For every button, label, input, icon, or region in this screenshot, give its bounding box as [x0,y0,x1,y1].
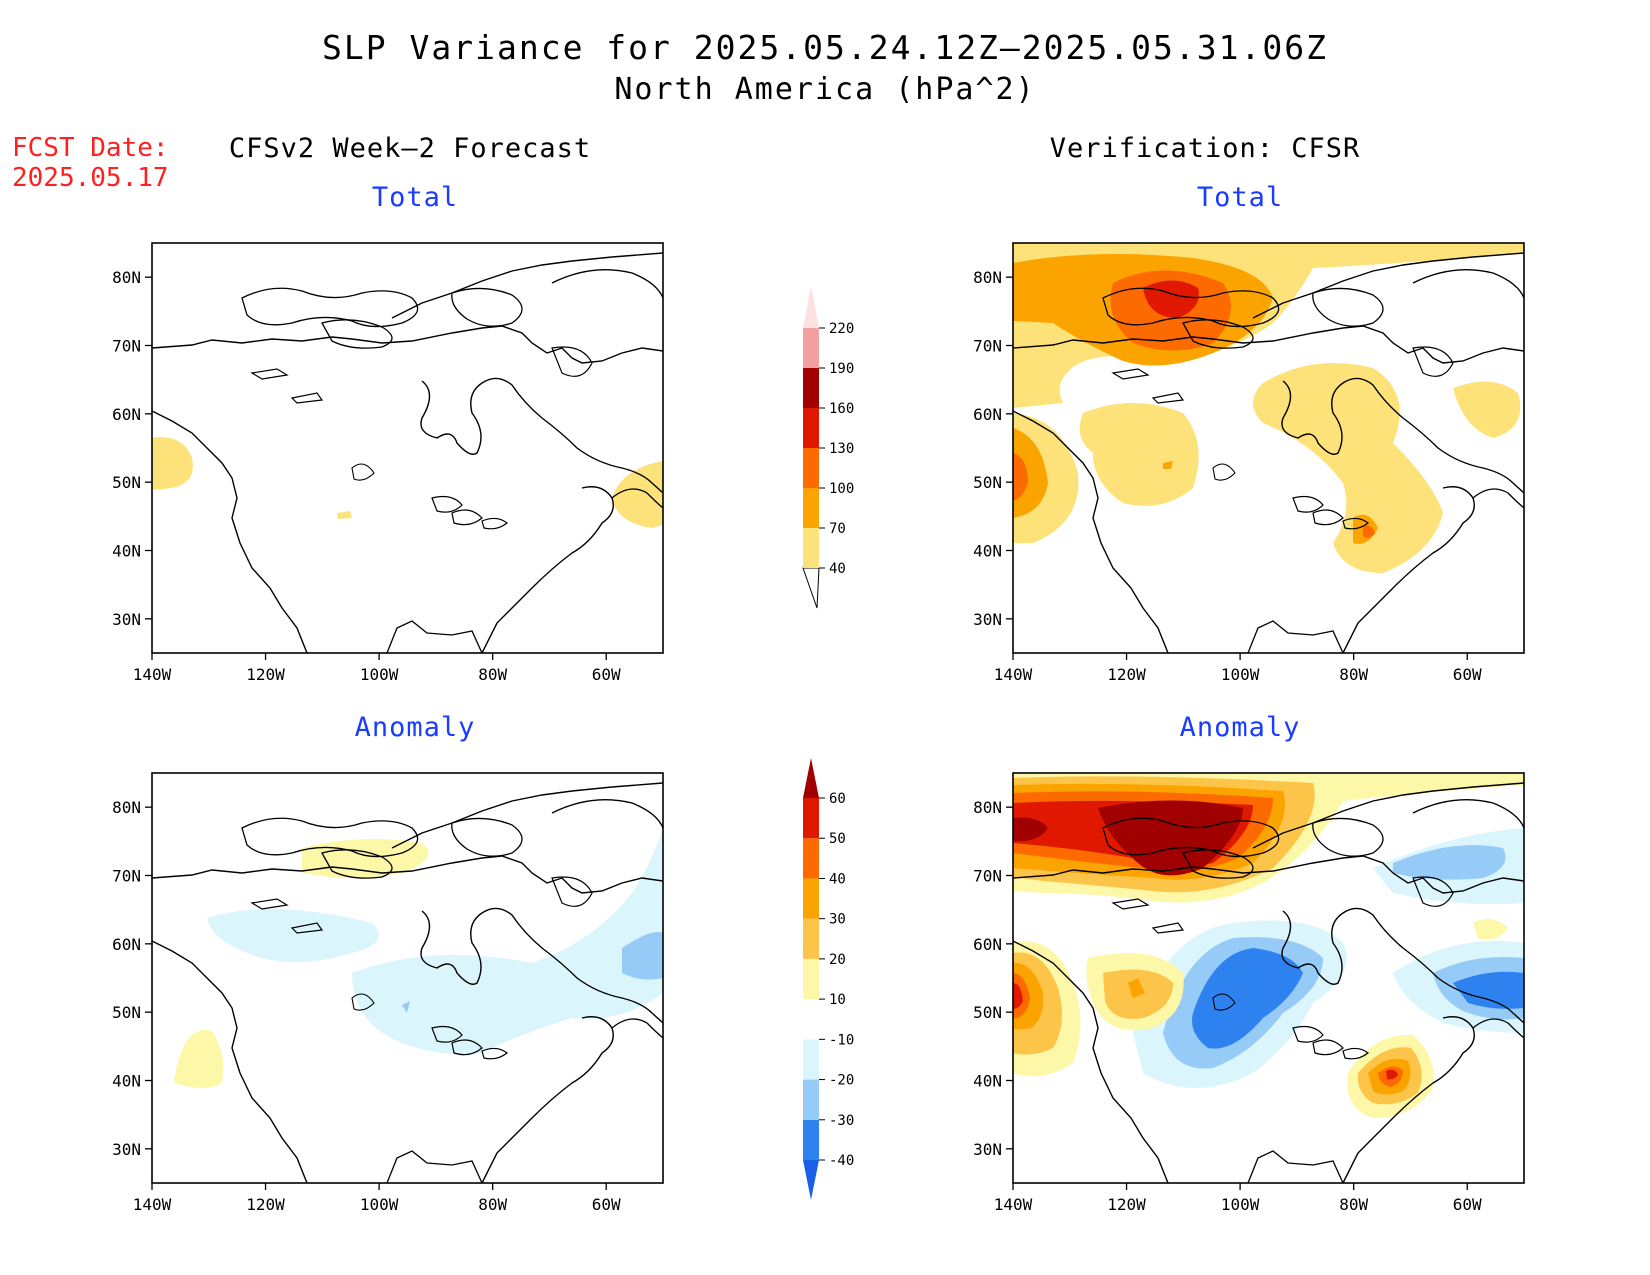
forecast-total-label: Total [371,182,459,213]
lon-tick-label: 120W [1107,665,1146,684]
lon-tick-label: 60W [592,665,621,684]
total-colorbar-band [803,328,819,368]
anomaly-colorbar-band [803,878,819,919]
lat-tick-label: 30N [112,1140,141,1159]
axes-layer: 80N 70N 60N 50N 40N 30N 140W 120W 100W 80W 60W 80N 7… [112,268,1482,1214]
verification-anomaly-map [1012,772,1525,1184]
verification-total-label: Total [1196,182,1284,213]
lat-tick-label: 80N [112,268,141,287]
forecast-total-map [151,242,664,654]
anomaly-colorbar-band [803,798,819,839]
lon-tick-label: 80W [1339,665,1368,684]
total-colorbar-band [803,368,819,408]
lat-tick-label: 60N [112,935,141,954]
fcst-date-block: FCST Date: 2025.05.17 [12,133,169,193]
lon-tick-label: 60W [1453,1195,1482,1214]
verification-total-map [1012,242,1525,654]
anomaly-colorbar-band [803,1079,819,1120]
forecast-anomaly-label: Anomaly [354,712,476,743]
lat-tick-label: 40N [973,542,1002,561]
lon-tick-label: 100W [360,1195,399,1214]
lon-tick-label: 80W [1339,1195,1368,1214]
total-colorbar-high-extension [803,286,819,328]
anomaly-colorbar-label: -10 [829,1032,854,1048]
lon-tick-label: 100W [1221,665,1260,684]
lat-tick-label: 80N [973,798,1002,817]
anomaly-colorbar: -40 -30 -20 -10 10 20 30 40 50 60 [803,758,854,1200]
lat-tick-label: 40N [973,1072,1002,1091]
anomaly-colorbar-label: -30 [829,1113,854,1129]
anomaly-colorbar-label: -20 [829,1073,854,1089]
anomaly-colorbar-band [803,838,819,879]
lon-tick-label: 140W [133,1195,172,1214]
anomaly-colorbar-label: 20 [829,952,846,968]
anomaly-colorbar-label: 30 [829,912,846,928]
lat-tick-label: 50N [112,1003,141,1022]
lon-tick-label: 80W [478,1195,507,1214]
anomaly-colorbar-label: 60 [829,791,846,807]
forecast-anomaly-map [151,772,664,1184]
anomaly-colorbar-label: 10 [829,992,846,1008]
anomaly-colorbar-low-extension [803,1160,819,1200]
total-colorbar-label: 70 [829,521,846,537]
anomaly-colorbar-label: -40 [829,1153,854,1169]
total-colorbar-label: 100 [829,481,854,497]
lon-tick-label: 100W [360,665,399,684]
lon-tick-label: 120W [246,1195,285,1214]
lat-tick-label: 50N [112,473,141,492]
verification-anomaly-label: Anomaly [1179,712,1301,743]
total-colorbar-label: 220 [829,321,854,337]
lon-tick-label: 100W [1221,1195,1260,1214]
anomaly-colorbar-band [803,918,819,959]
forecast-column-heading: CFSv2 Week–2 Forecast [228,133,592,164]
total-colorbar-label: 40 [829,561,846,577]
anomaly-colorbar-band [803,999,819,1040]
anomaly-colorbar-label: 50 [829,831,846,847]
lon-tick-label: 140W [994,1195,1033,1214]
total-colorbar-label: 160 [829,401,854,417]
anomaly-colorbar-high-extension [803,758,819,798]
lat-tick-label: 70N [112,867,141,886]
lat-tick-label: 60N [973,405,1002,424]
lon-tick-label: 140W [994,665,1033,684]
chart-title: SLP Variance for 2025.05.24.12Z–2025.05.… [322,28,1328,67]
total-colorbar-label: 130 [829,441,854,457]
lat-tick-label: 30N [112,610,141,629]
anomaly-colorbar-band [803,1039,819,1080]
fcst-date-label: FCST Date: [12,133,169,163]
lat-tick-label: 30N [973,610,1002,629]
lat-tick-label: 50N [973,473,1002,492]
total-colorbar-band [803,448,819,488]
lat-tick-label: 60N [112,405,141,424]
anomaly-colorbar-label: 40 [829,871,846,887]
total-colorbar-band [803,488,819,528]
lat-tick-label: 50N [973,1003,1002,1022]
lon-tick-label: 120W [246,665,285,684]
total-colorbar-band [803,408,819,448]
lat-tick-label: 60N [973,935,1002,954]
lat-tick-label: 40N [112,1072,141,1091]
lat-tick-label: 80N [112,798,141,817]
lat-tick-label: 80N [973,268,1002,287]
total-colorbar-label: 190 [829,361,854,377]
lat-tick-label: 70N [973,337,1002,356]
total-colorbar-low-extension [802,567,820,609]
fcst-date-value: 2025.05.17 [12,163,169,193]
total-colorbar: 40 70 100 130 160 190 220 [802,286,854,609]
anomaly-colorbar-band [803,958,819,1000]
lon-tick-label: 60W [1453,665,1482,684]
chart-subtitle: North America (hPa^2) [614,72,1036,107]
anomaly-colorbar-band [803,1119,819,1160]
lat-tick-label: 70N [973,867,1002,886]
total-colorbar-band [803,528,819,568]
lon-tick-label: 140W [133,665,172,684]
verification-column-heading: Verification: CFSR [1049,133,1361,164]
lat-tick-label: 40N [112,542,141,561]
lat-tick-label: 70N [112,337,141,356]
lat-tick-label: 30N [973,1140,1002,1159]
lon-tick-label: 80W [478,665,507,684]
lon-tick-label: 120W [1107,1195,1146,1214]
lon-tick-label: 60W [592,1195,621,1214]
